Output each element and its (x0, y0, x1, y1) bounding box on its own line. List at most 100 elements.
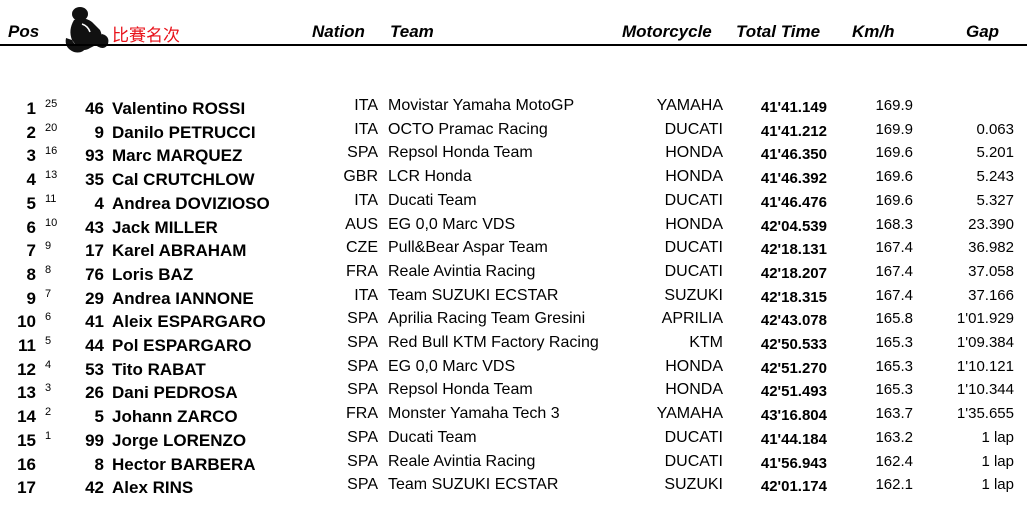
rider-name-cell: Tito RABAT (112, 359, 206, 379)
rider-number-cell: 17 (85, 241, 104, 261)
nation-cell: ITA (354, 97, 378, 114)
rider-name-cell: Hector BARBERA (112, 454, 256, 474)
nation-cell: AUS (345, 215, 378, 233)
rider-name-cell: Pol ESPARGARO (112, 336, 252, 355)
motorcycle-cell: HONDA (665, 215, 723, 233)
table-row: 3 16 93 Marc MARQUEZ SPA Repsol Honda Team HON… (0, 141, 1033, 165)
gap-cell: 1'10.121 (956, 357, 1014, 375)
points-cell: 9 (45, 240, 52, 253)
team-cell: Ducati Team (388, 191, 477, 209)
table-row: 4 13 35 Cal CRUTCHLOW GBR LCR Honda HONDA 41'46… (0, 165, 1033, 189)
position-cell: 5 (26, 193, 36, 213)
rider-number-cell: 46 (85, 99, 104, 118)
rider-number-cell: 93 (85, 146, 104, 166)
kmh-cell: 169.6 (875, 168, 913, 186)
gap-cell: 36.982 (968, 239, 1014, 257)
team-cell: Monster Yamaha Tech 3 (388, 405, 560, 423)
points-cell: 5 (45, 335, 52, 347)
table-row: 16 8 Hector BARBERA SPA Reale Avintia Racing… (0, 450, 1033, 474)
nation-cell: SPA (347, 381, 378, 399)
motorcycle-cell: DUCATI (664, 191, 723, 209)
nation-cell: SPA (347, 357, 378, 375)
rider-number-cell: 4 (94, 193, 104, 213)
nation-cell: ITA (354, 286, 378, 304)
team-cell: Aprilia Racing Team Gresini (388, 310, 586, 328)
kmh-cell: 169.6 (875, 144, 913, 162)
nation-cell: SPA (347, 310, 378, 328)
points-cell: 6 (45, 311, 52, 324)
position-cell: 11 (18, 336, 36, 355)
header-total-time: Total Time (736, 22, 821, 41)
table-row: 17 42 Alex RINS SPA Team SUZUKI ECSTAR SUZUKI… (0, 473, 1033, 497)
points-cell: 1 (45, 429, 52, 442)
total-time-cell: 41'46.476 (760, 193, 827, 211)
kmh-cell: 165.3 (875, 381, 913, 399)
position-cell: 4 (26, 170, 36, 190)
rider-number-cell: 35 (85, 170, 104, 190)
points-cell: 10 (45, 216, 58, 229)
header-kmh: Km/h (852, 22, 895, 41)
total-time-cell: 43'16.804 (760, 407, 827, 425)
team-cell: LCR Honda (388, 168, 472, 186)
rider-number-cell: 5 (94, 407, 104, 427)
rider-number-cell: 29 (85, 288, 104, 308)
position-cell: 12 (17, 359, 36, 379)
gap-cell: 1 lap (981, 476, 1014, 494)
table-row: 5 11 4 Andrea DOVIZIOSO ITA Ducati Team DUCATI… (0, 189, 1033, 213)
team-cell: Ducati Team (388, 428, 477, 446)
rider-name-cell: Valentino ROSSI (112, 99, 246, 118)
rider-name-cell: Karel ABRAHAM (112, 241, 247, 261)
team-cell: EG 0,0 Marc VDS (388, 357, 516, 375)
motorcycle-cell: HONDA (665, 357, 723, 375)
header-chinese-title: 比賽名次 (112, 26, 180, 45)
table-row: 12 4 53 Tito RABAT SPA EG 0,0 Marc VDS HONDA 42… (0, 355, 1033, 379)
rider-number-cell: 9 (94, 122, 104, 142)
position-cell: 2 (26, 122, 36, 142)
motorcycle-cell: SUZUKI (664, 286, 723, 304)
gap-cell: 5.327 (976, 191, 1014, 209)
table-row: 1 25 46 Valentino ROSSI ITA Movistar Yamaha M… (0, 94, 1033, 118)
kmh-cell: 165.3 (875, 357, 913, 375)
gap-cell: 1 lap (981, 428, 1014, 446)
team-cell: Repsol Honda Team (388, 144, 533, 162)
gap-cell: 1'01.929 (956, 310, 1014, 328)
points-cell: 16 (45, 145, 58, 158)
gap-cell: 5.201 (976, 144, 1014, 162)
position-cell: 1 (26, 99, 36, 118)
nation-cell: SPA (347, 476, 378, 494)
total-time-cell: 41'46.392 (760, 170, 827, 188)
kmh-cell: 162.1 (875, 476, 913, 494)
points-cell: 20 (45, 121, 58, 134)
points-cell: 2 (45, 406, 52, 419)
team-cell: Reale Avintia Racing (388, 262, 536, 280)
table-row: 9 7 29 Andrea IANNONE ITA Team SUZUKI ECSTAR S… (0, 284, 1033, 308)
table-row: 2 20 9 Danilo PETRUCCI ITA OCTO Pramac Racing… (0, 118, 1033, 142)
rider-name-cell: Johann ZARCO (112, 407, 238, 427)
total-time-cell: 42'51.493 (760, 383, 827, 401)
motorcycle-cell: APRILIA (661, 310, 723, 328)
position-cell: 17 (17, 478, 36, 498)
rider-name-cell: Andrea DOVIZIOSO (112, 193, 270, 213)
motorcycle-cell: DUCATI (664, 262, 723, 280)
rider-name-cell: Aleix ESPARGARO (112, 312, 266, 332)
table-row: 7 9 17 Karel ABRAHAM CZE Pull&Bear Aspar Team… (0, 236, 1033, 260)
header-pos: Pos (8, 22, 40, 41)
points-cell: 25 (45, 98, 58, 110)
rider-name-cell: Loris BAZ (112, 264, 194, 284)
team-cell: Repsol Honda Team (388, 381, 533, 399)
total-time-cell: 42'18.131 (760, 241, 827, 259)
position-cell: 10 (17, 312, 36, 332)
motorcycle-rider-icon (65, 7, 109, 53)
motorcycle-cell: DUCATI (664, 452, 723, 470)
nation-cell: FRA (346, 262, 378, 280)
rider-number-cell: 42 (85, 478, 104, 498)
points-cell: 3 (45, 382, 52, 395)
team-cell: EG 0,0 Marc VDS (388, 215, 516, 233)
team-cell: Team SUZUKI ECSTAR (388, 286, 559, 304)
total-time-cell: 42'01.174 (760, 478, 827, 496)
rider-name-cell: Marc MARQUEZ (112, 146, 243, 166)
header-nation: Nation (312, 22, 365, 41)
nation-cell: SPA (347, 452, 378, 470)
gap-cell: 0.063 (976, 120, 1014, 138)
position-cell: 15 (17, 430, 36, 450)
